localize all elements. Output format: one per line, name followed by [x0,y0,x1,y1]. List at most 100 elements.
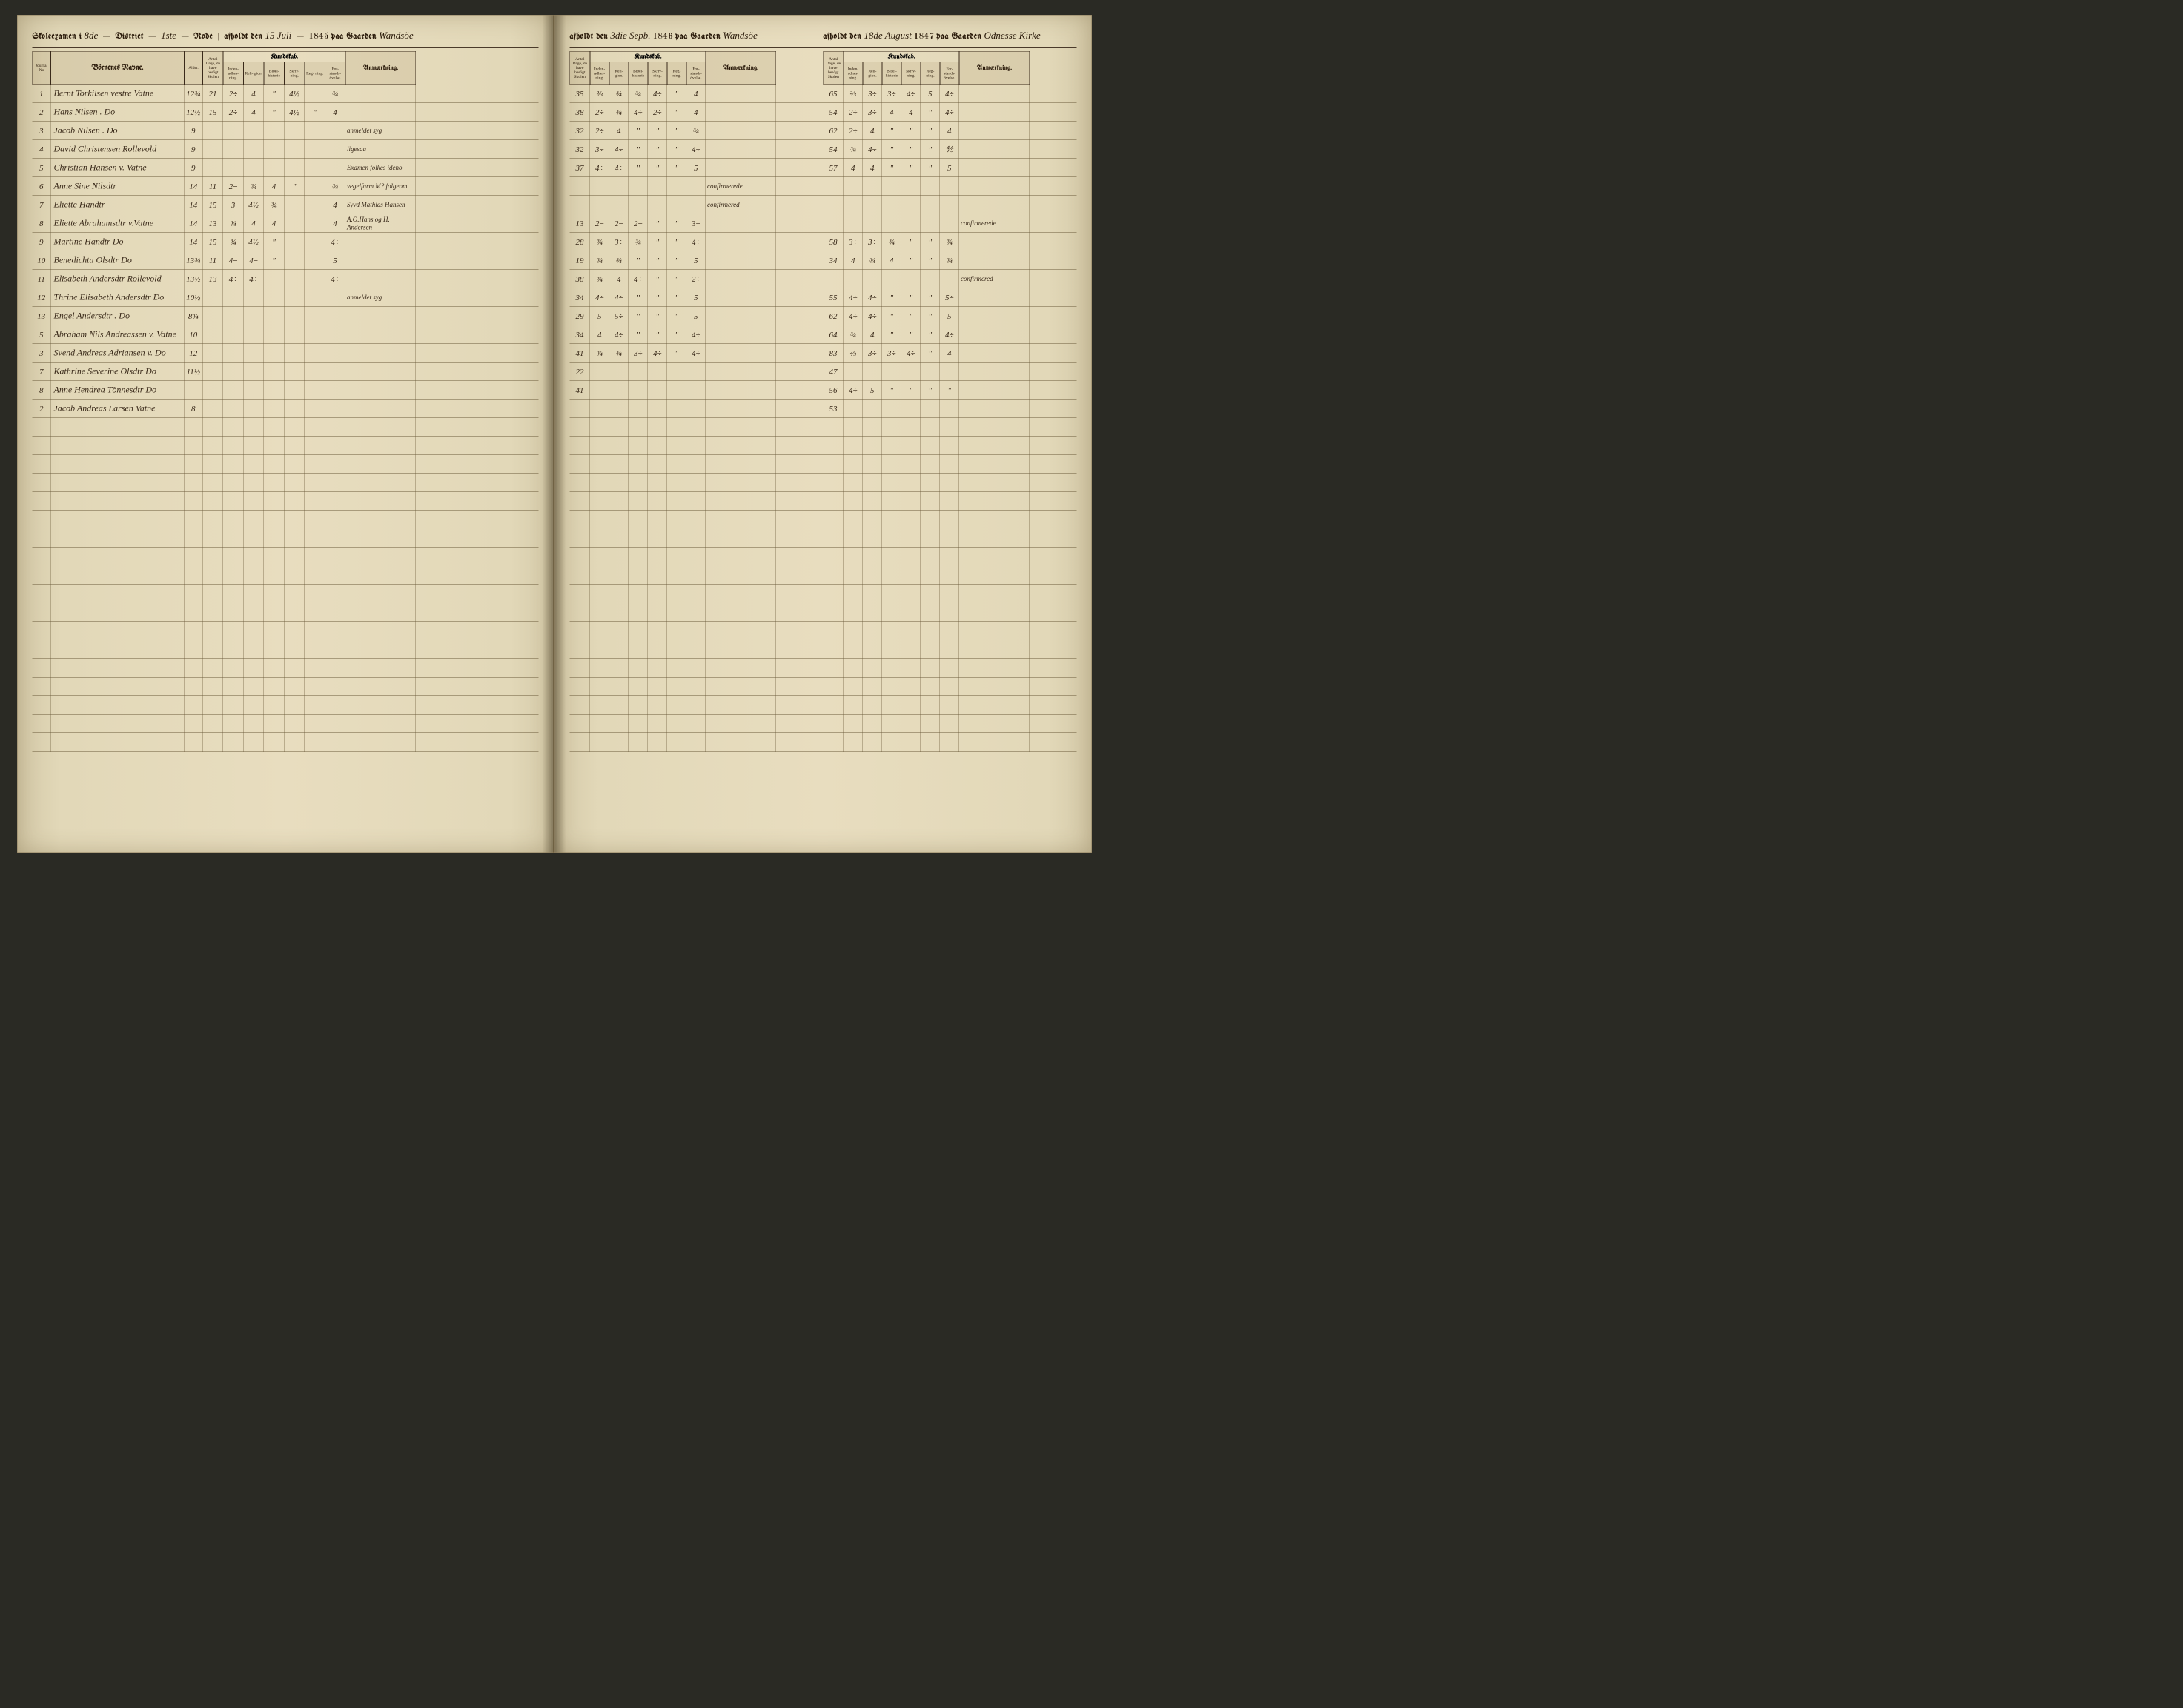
table-row: 83⅔3÷3÷4÷"4 [823,344,1076,363]
cell [223,363,244,381]
cell [940,437,959,455]
cell [345,325,416,344]
cell [264,603,285,622]
cell: " [667,140,686,159]
cell [202,307,223,325]
cell [844,733,863,752]
cell: 55 [823,288,844,307]
cell: Christian Hansen v. Vatne [50,159,184,177]
cell [223,381,244,400]
table-row [823,177,1076,196]
cell [345,363,416,381]
cell: 22 [569,363,590,381]
table-row: 53 [823,400,1076,418]
table-row [32,585,538,603]
cell: " [667,344,686,363]
cell: 4÷ [686,140,706,159]
cell [882,492,901,511]
cell: ¾ [863,251,882,270]
cell [284,603,305,622]
cell [264,492,285,511]
cell: 5÷ [940,288,959,307]
cell [940,659,959,678]
table-row [32,659,538,678]
cell [184,566,202,585]
cell: 4÷ [940,325,959,344]
cell [50,585,184,603]
cell [223,140,244,159]
cell [223,696,244,715]
cell: 4÷ [325,233,345,251]
cell [243,474,264,492]
cell [284,307,305,325]
cell [959,344,1030,363]
cell [863,733,882,752]
cell [863,418,882,437]
cell [823,603,844,622]
cell [959,196,1030,214]
cell: Benedichta Olsdtr Do [50,251,184,270]
cell [609,529,629,548]
table-row: 3Jacob Nilsen . Do9anmeldet syg [32,122,538,140]
cell [863,511,882,529]
cell [940,270,959,288]
cell [184,678,202,696]
cell [648,400,667,418]
cell [32,733,50,752]
cell [32,696,50,715]
cell [959,437,1030,455]
cell [590,418,609,437]
cell: ¾ [882,233,901,251]
cell [706,233,776,251]
cell [686,566,706,585]
cell: 4 [901,103,921,122]
cell [609,418,629,437]
cell [940,640,959,659]
cell: " [921,122,940,140]
cell: 15 [202,233,223,251]
col-sub-5: For- stands- övelse. [325,62,345,85]
cell [50,418,184,437]
cell [202,159,223,177]
cell [706,733,776,752]
cell: confirmerede [959,214,1030,233]
cell [590,381,609,400]
cell: " [629,325,648,344]
cell: 4 [844,159,863,177]
cell: 13 [569,214,590,233]
cell [844,603,863,622]
cell [202,566,223,585]
cell [325,363,345,381]
cell: " [882,381,901,400]
cell [284,511,305,529]
cell [959,715,1030,733]
cell [706,455,776,474]
cell [863,474,882,492]
cell [921,715,940,733]
cell: 62 [823,307,844,325]
table-row: 8Anne Hendrea Tönnesdtr Do [32,381,538,400]
cell: 13 [202,214,223,233]
cell [844,640,863,659]
cell [569,715,590,733]
cell [648,492,667,511]
s2-sub-3: Skriv- ning. [901,62,921,85]
cell [590,455,609,474]
cell: 4÷ [609,325,629,344]
cell: " [901,140,921,159]
cell [325,492,345,511]
cell [202,288,223,307]
cell: 4÷ [648,344,667,363]
cell [325,122,345,140]
cell: " [667,251,686,270]
cell [921,492,940,511]
cell [706,548,776,566]
cell [243,363,264,381]
cell [202,733,223,752]
cell [305,585,325,603]
cell: 34 [823,251,844,270]
cell [609,511,629,529]
cell [609,474,629,492]
cell [609,548,629,566]
cell [882,585,901,603]
